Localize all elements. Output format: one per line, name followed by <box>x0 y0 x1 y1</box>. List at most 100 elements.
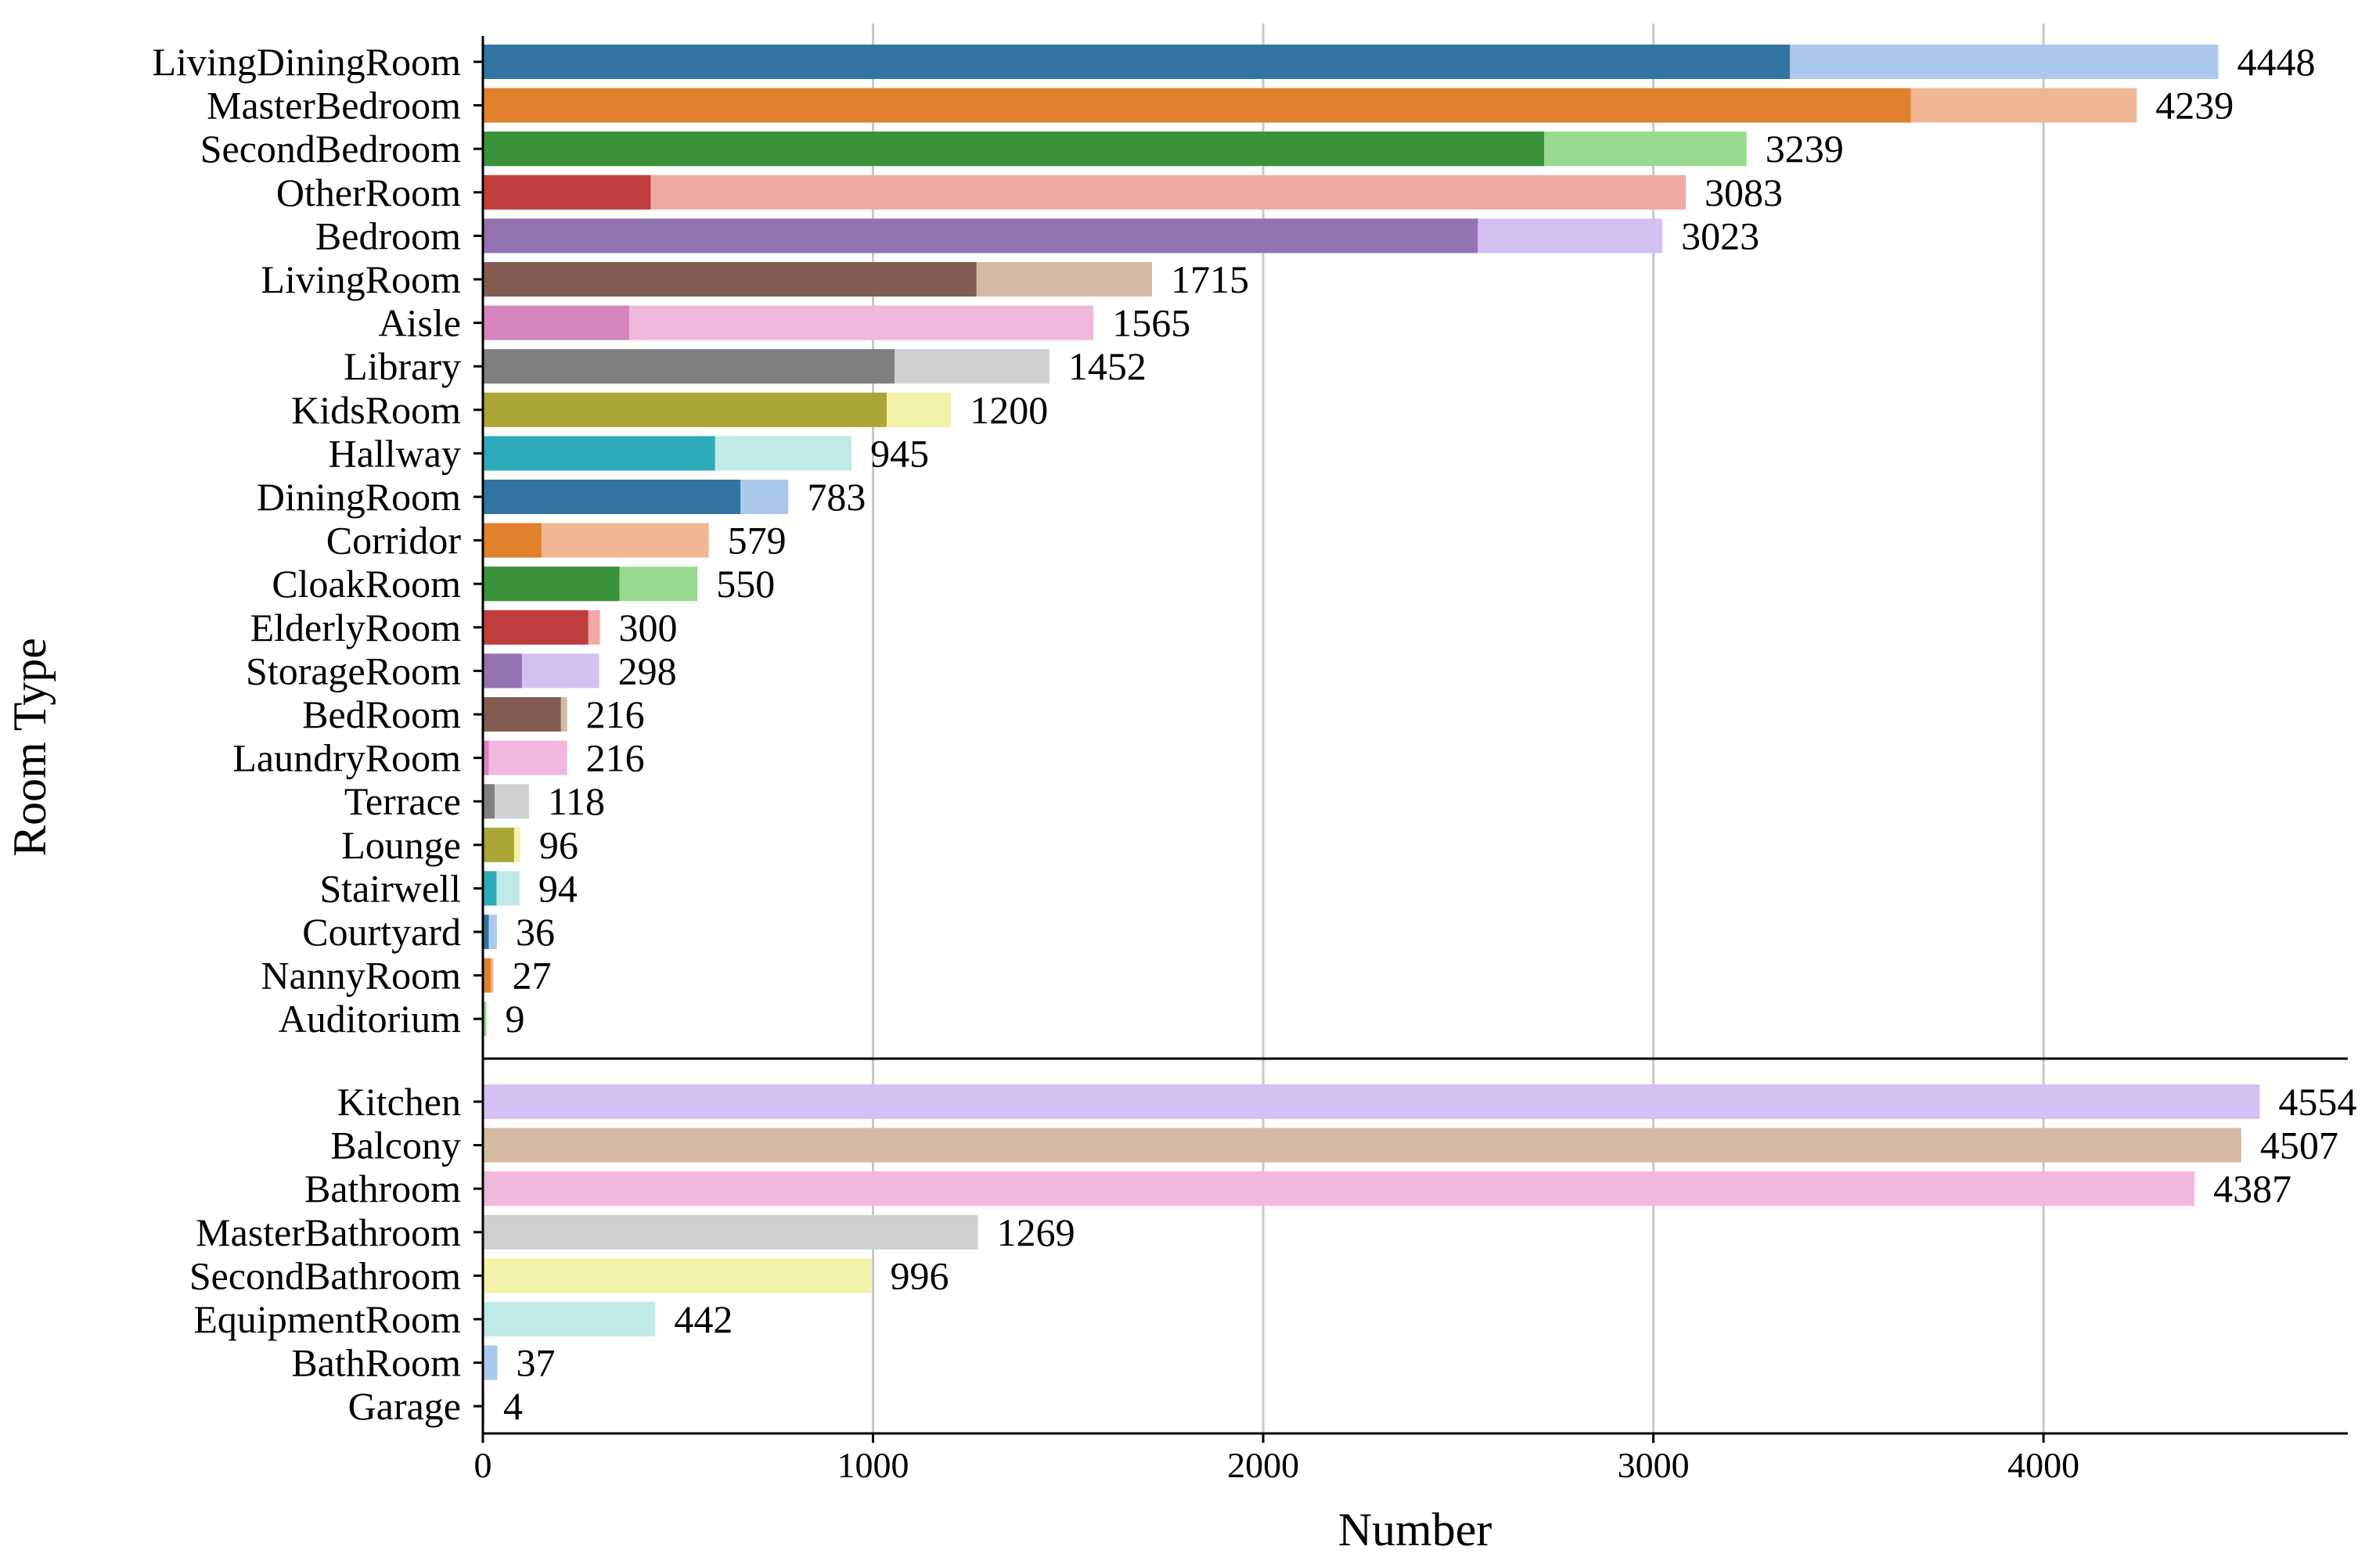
value-label-hallway: 945 <box>870 431 929 475</box>
category-label-kids-room: KidsRoom <box>291 388 461 432</box>
bar-total-other-room <box>483 174 1686 210</box>
bar-inner-other-room <box>483 174 651 210</box>
category-label-corridor: Corridor <box>326 519 462 563</box>
category-label-dining-room: DiningRoom <box>257 475 461 519</box>
bar-inner-courtyard <box>483 915 489 949</box>
category-label-terrace: Terrace <box>344 779 461 823</box>
bar-inner-lounge <box>483 827 514 862</box>
x-axis-title: Number <box>1338 1504 1492 1555</box>
category-label-bathroom: Bathroom <box>304 1167 461 1210</box>
bar-total-balcony <box>483 1127 2241 1163</box>
value-label-auditorium: 9 <box>505 997 524 1041</box>
category-label-elderly-room: ElderlyRoom <box>250 606 462 649</box>
category-label-second-bedroom: SecondBedroom <box>200 127 461 171</box>
labels: 0 1000 2000 3000 4000 LivingDiningRoom 4448 Mas… <box>153 40 2357 1485</box>
category-label-garage: Garage <box>348 1384 461 1428</box>
value-label-elderly-room: 300 <box>619 606 678 649</box>
category-label-other-room: OtherRoom <box>276 171 461 214</box>
bar-inner-stairwell <box>483 871 497 906</box>
category-label-second-bathroom: SecondBathroom <box>189 1253 461 1297</box>
axes <box>481 36 2348 1435</box>
category-label-library: Library <box>344 344 461 388</box>
category-label-bed-room: BedRoom <box>302 692 461 736</box>
value-label-bedroom: 3023 <box>1681 214 1759 257</box>
category-label-equipment-room: EquipmentRoom <box>193 1297 461 1341</box>
value-label-cloak-room: 550 <box>716 562 775 606</box>
x-tick-label-0: 0 <box>474 1445 492 1485</box>
value-label-living-room: 1715 <box>1171 257 1249 301</box>
category-label-kitchen: Kitchen <box>337 1080 461 1124</box>
category-label-storage-room: StorageRoom <box>246 649 461 692</box>
category-label-auditorium: Auditorium <box>279 997 461 1041</box>
y-axis-title: Room Type <box>4 638 56 857</box>
bar-inner-storage-room <box>483 653 522 689</box>
bar-inner-second-bedroom <box>483 131 1545 167</box>
value-label-storage-room: 298 <box>618 649 677 692</box>
value-label-corridor: 579 <box>728 519 787 563</box>
bar-total-second-bathroom <box>483 1258 872 1293</box>
value-label-library: 1452 <box>1068 344 1147 388</box>
category-label-master-bedroom: MasterBedroom <box>207 84 461 128</box>
category-label-master-bathroom: MasterBathroom <box>196 1210 461 1254</box>
value-label-lounge: 96 <box>539 823 578 867</box>
category-label-living-room: LivingRoom <box>261 257 461 301</box>
value-label-master-bathroom: 1269 <box>997 1210 1075 1254</box>
value-label-equipment-room: 442 <box>674 1297 733 1341</box>
bar-inner-kids-room <box>483 392 887 427</box>
bar-total-bath-room <box>483 1345 498 1380</box>
category-label-courtyard: Courtyard <box>302 910 461 954</box>
bar-inner-laundry-room <box>483 740 489 775</box>
bar-inner-terrace <box>483 784 495 819</box>
category-label-bedroom: Bedroom <box>315 214 461 257</box>
value-label-living-dining-room: 4448 <box>2237 40 2315 84</box>
value-label-dining-room: 783 <box>807 475 866 519</box>
value-label-second-bathroom: 996 <box>891 1253 949 1297</box>
bar-inner-aisle <box>483 305 629 340</box>
value-label-courtyard: 36 <box>516 910 555 954</box>
value-label-balcony: 4507 <box>2260 1124 2338 1167</box>
bar-total-master-bathroom <box>483 1214 978 1250</box>
value-label-nanny-room: 27 <box>512 954 551 998</box>
bar-inner-hallway <box>483 436 715 471</box>
bar-inner-cloak-room <box>483 566 620 602</box>
bar-inner-library <box>483 349 895 384</box>
value-label-bath-room: 37 <box>516 1341 555 1385</box>
value-label-garage: 4 <box>503 1384 523 1428</box>
bar-total-bathroom <box>483 1171 2195 1207</box>
x-tick-label-4000: 4000 <box>2007 1445 2079 1485</box>
value-label-terrace: 118 <box>548 779 605 823</box>
value-label-stairwell: 94 <box>538 866 578 910</box>
category-label-cloak-room: CloakRoom <box>272 562 461 606</box>
category-label-laundry-room: LaundryRoom <box>232 736 461 780</box>
x-tick-label-2000: 2000 <box>1227 1445 1299 1485</box>
category-label-nanny-room: NannyRoom <box>261 954 461 998</box>
category-label-living-dining-room: LivingDiningRoom <box>153 40 462 84</box>
bar-inner-master-bedroom <box>483 88 1911 123</box>
bar-inner-bed-room <box>483 697 561 732</box>
bar-total-equipment-room <box>483 1302 656 1336</box>
value-label-bathroom: 4387 <box>2213 1167 2291 1210</box>
value-label-laundry-room: 216 <box>586 736 645 780</box>
x-tick-label-3000: 3000 <box>1618 1445 1690 1485</box>
value-label-master-bedroom: 4239 <box>2155 84 2234 128</box>
value-label-other-room: 3083 <box>1705 171 1783 214</box>
category-label-balcony: Balcony <box>330 1124 461 1167</box>
bar-inner-dining-room <box>483 480 741 514</box>
bar-total-auditorium <box>483 1002 487 1037</box>
bars <box>483 45 2260 1424</box>
bar-inner-living-dining-room <box>483 45 1791 79</box>
value-label-kitchen: 4554 <box>2278 1080 2356 1124</box>
bar-inner-elderly-room <box>483 610 589 645</box>
category-label-bath-room: BathRoom <box>291 1341 461 1385</box>
bar-inner-nanny-room <box>483 958 491 993</box>
value-label-second-bedroom: 3239 <box>1766 127 1844 171</box>
category-label-stairwell: Stairwell <box>319 866 461 910</box>
value-label-aisle: 1565 <box>1112 301 1190 345</box>
value-label-bed-room: 216 <box>586 692 645 736</box>
category-label-lounge: Lounge <box>341 823 461 867</box>
bar-total-kitchen <box>483 1084 2260 1119</box>
bar-inner-corridor <box>483 523 542 558</box>
value-label-kids-room: 1200 <box>970 388 1048 432</box>
bar-inner-bedroom <box>483 218 1478 254</box>
